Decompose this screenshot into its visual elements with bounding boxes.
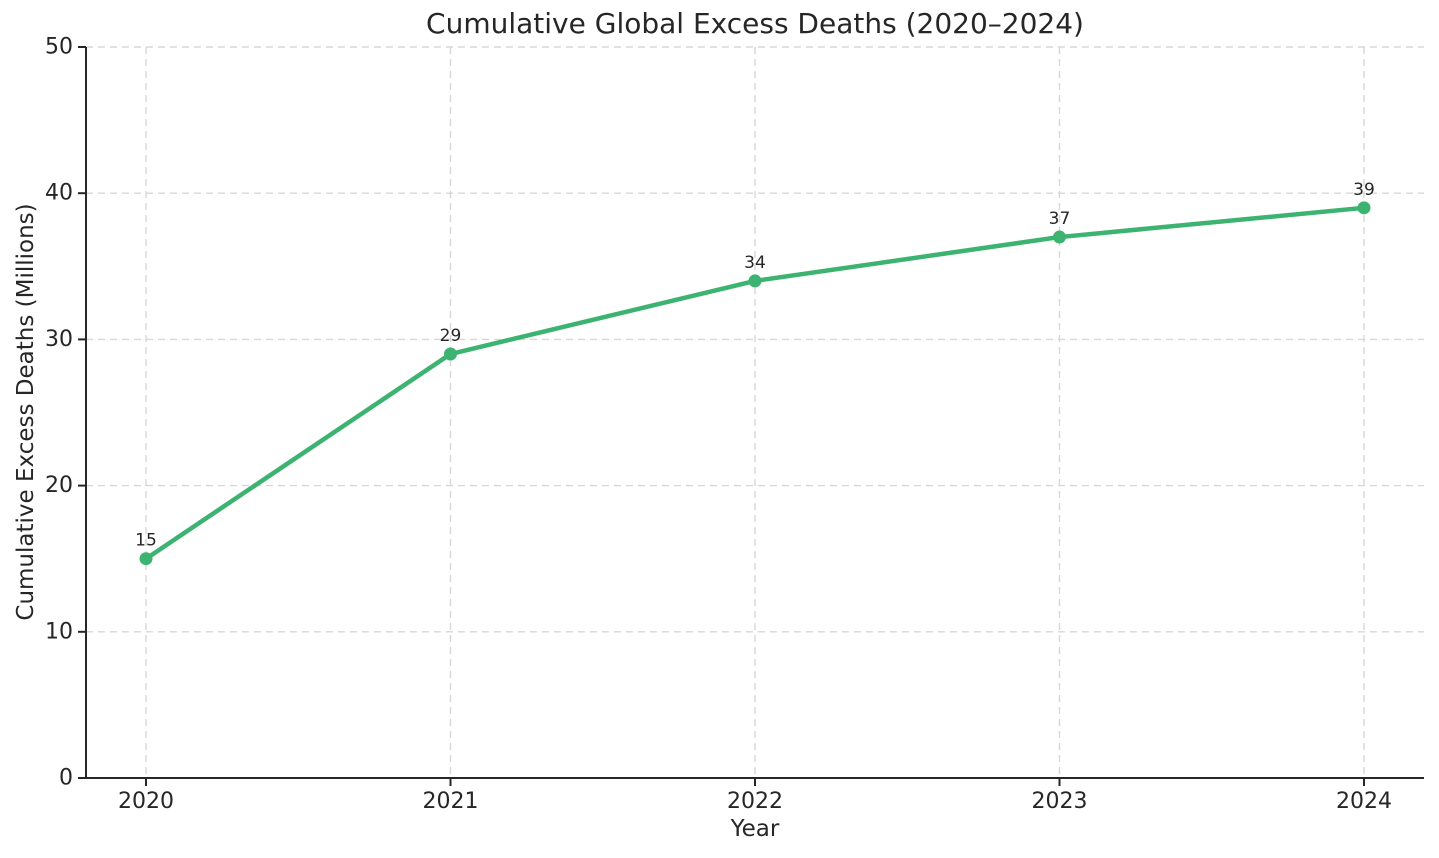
data-point-marker [139, 552, 153, 566]
data-point-label: 39 [1353, 180, 1375, 200]
y-tick-label: 10 [45, 619, 73, 644]
data-point-marker [1357, 201, 1371, 215]
y-tick-label: 20 [45, 473, 73, 498]
x-tick-label: 2020 [118, 789, 174, 814]
y-tick-label: 50 [45, 35, 73, 60]
data-point-label: 34 [744, 253, 766, 273]
data-point-marker [748, 274, 762, 288]
data-point-marker [444, 347, 457, 361]
x-tick-label: 2023 [1032, 789, 1088, 814]
data-point-marker [1053, 230, 1066, 244]
x-tick-label: 2024 [1336, 789, 1392, 814]
y-tick-label: 0 [59, 766, 73, 791]
x-axis-label: Year [730, 816, 780, 842]
x-tick-label: 2021 [423, 789, 479, 814]
y-tick-label: 30 [45, 327, 73, 352]
data-point-label: 29 [440, 326, 462, 346]
data-point-label: 15 [135, 531, 157, 551]
x-tick-label: 2022 [727, 789, 783, 814]
y-axis-label: Cumulative Excess Deaths (Millions) [13, 203, 39, 621]
data-point-label: 37 [1049, 209, 1071, 229]
y-tick-label: 40 [45, 181, 73, 206]
chart-title: Cumulative Global Excess Deaths (2020–20… [426, 7, 1084, 40]
